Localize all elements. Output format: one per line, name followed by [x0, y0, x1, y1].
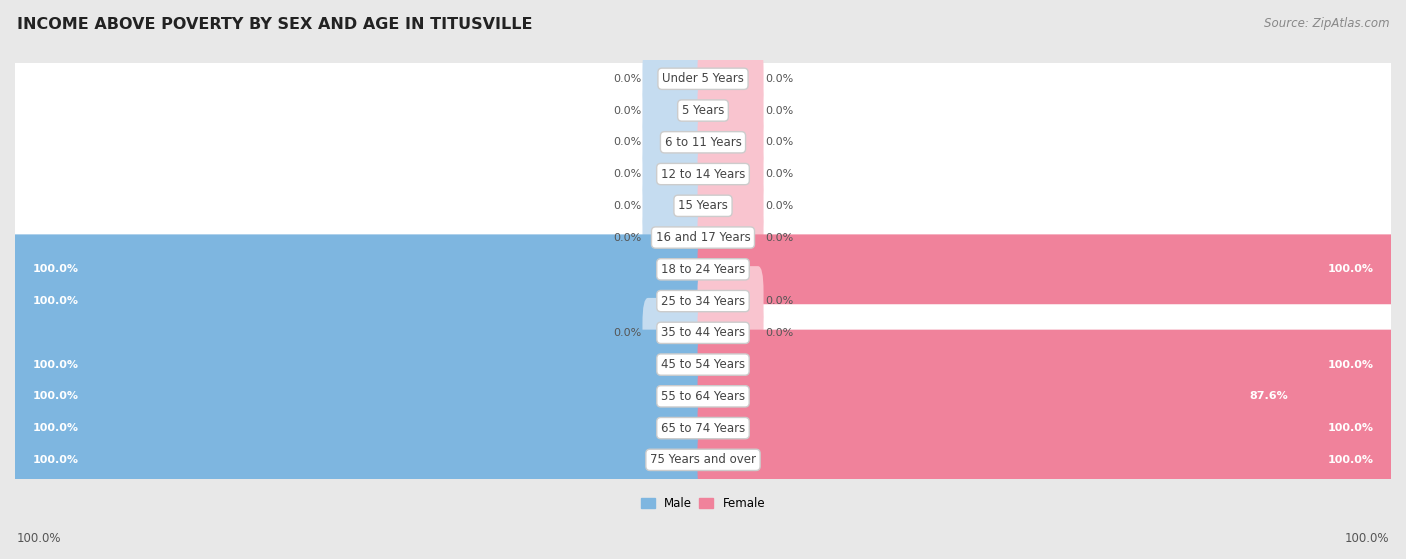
FancyBboxPatch shape: [643, 75, 709, 145]
Text: 45 to 54 Years: 45 to 54 Years: [661, 358, 745, 371]
FancyBboxPatch shape: [643, 171, 709, 241]
Text: 87.6%: 87.6%: [1250, 391, 1288, 401]
FancyBboxPatch shape: [697, 234, 1396, 304]
Text: 0.0%: 0.0%: [613, 328, 641, 338]
FancyBboxPatch shape: [643, 44, 709, 113]
Text: 15 Years: 15 Years: [678, 200, 728, 212]
Text: 100.0%: 100.0%: [1327, 359, 1374, 369]
Text: INCOME ABOVE POVERTY BY SEX AND AGE IN TITUSVILLE: INCOME ABOVE POVERTY BY SEX AND AGE IN T…: [17, 17, 533, 32]
FancyBboxPatch shape: [643, 107, 709, 177]
FancyBboxPatch shape: [697, 107, 763, 177]
Text: 0.0%: 0.0%: [765, 328, 793, 338]
Text: 0.0%: 0.0%: [765, 296, 793, 306]
Text: 100.0%: 100.0%: [1327, 264, 1374, 274]
Text: 5 Years: 5 Years: [682, 104, 724, 117]
FancyBboxPatch shape: [10, 330, 709, 400]
Bar: [15, 158, 1391, 190]
FancyBboxPatch shape: [697, 425, 1396, 495]
FancyBboxPatch shape: [697, 362, 1312, 432]
FancyBboxPatch shape: [697, 171, 763, 241]
FancyBboxPatch shape: [697, 393, 1396, 463]
Text: 0.0%: 0.0%: [765, 233, 793, 243]
Text: 0.0%: 0.0%: [613, 138, 641, 147]
Bar: [15, 317, 1391, 349]
Bar: [15, 412, 1391, 444]
Text: 100.0%: 100.0%: [32, 391, 79, 401]
Text: 100.0%: 100.0%: [32, 264, 79, 274]
FancyBboxPatch shape: [697, 139, 763, 209]
Bar: [15, 444, 1391, 476]
FancyBboxPatch shape: [643, 298, 709, 368]
Text: 100.0%: 100.0%: [32, 423, 79, 433]
Text: 100.0%: 100.0%: [32, 296, 79, 306]
Text: 100.0%: 100.0%: [1327, 423, 1374, 433]
Text: 65 to 74 Years: 65 to 74 Years: [661, 421, 745, 434]
Text: 0.0%: 0.0%: [613, 201, 641, 211]
Text: 12 to 14 Years: 12 to 14 Years: [661, 168, 745, 181]
Text: 16 and 17 Years: 16 and 17 Years: [655, 231, 751, 244]
Legend: Male, Female: Male, Female: [636, 492, 770, 515]
Text: 0.0%: 0.0%: [765, 106, 793, 116]
Text: 100.0%: 100.0%: [32, 359, 79, 369]
Text: 6 to 11 Years: 6 to 11 Years: [665, 136, 741, 149]
Bar: [15, 285, 1391, 317]
Text: 100.0%: 100.0%: [17, 532, 62, 545]
Text: 0.0%: 0.0%: [613, 106, 641, 116]
Text: Source: ZipAtlas.com: Source: ZipAtlas.com: [1264, 17, 1389, 30]
FancyBboxPatch shape: [697, 298, 763, 368]
FancyBboxPatch shape: [10, 362, 709, 432]
Text: 100.0%: 100.0%: [1344, 532, 1389, 545]
FancyBboxPatch shape: [697, 202, 763, 272]
FancyBboxPatch shape: [10, 266, 709, 336]
Text: 100.0%: 100.0%: [1327, 455, 1374, 465]
Text: 0.0%: 0.0%: [765, 74, 793, 84]
FancyBboxPatch shape: [697, 44, 763, 113]
Text: 18 to 24 Years: 18 to 24 Years: [661, 263, 745, 276]
Text: 0.0%: 0.0%: [613, 169, 641, 179]
FancyBboxPatch shape: [697, 75, 763, 145]
Bar: [15, 253, 1391, 285]
Bar: [15, 222, 1391, 253]
Text: Under 5 Years: Under 5 Years: [662, 72, 744, 86]
FancyBboxPatch shape: [10, 393, 709, 463]
Text: 0.0%: 0.0%: [765, 169, 793, 179]
Text: 0.0%: 0.0%: [765, 138, 793, 147]
FancyBboxPatch shape: [697, 266, 763, 336]
Text: 100.0%: 100.0%: [32, 455, 79, 465]
FancyBboxPatch shape: [697, 330, 1396, 400]
Text: 0.0%: 0.0%: [613, 74, 641, 84]
Bar: [15, 349, 1391, 381]
FancyBboxPatch shape: [10, 234, 709, 304]
Text: 55 to 64 Years: 55 to 64 Years: [661, 390, 745, 403]
Bar: [15, 381, 1391, 412]
FancyBboxPatch shape: [643, 202, 709, 272]
Text: 0.0%: 0.0%: [765, 201, 793, 211]
Text: 0.0%: 0.0%: [613, 233, 641, 243]
Bar: [15, 190, 1391, 222]
Text: 75 Years and over: 75 Years and over: [650, 453, 756, 466]
Bar: [15, 126, 1391, 158]
FancyBboxPatch shape: [10, 425, 709, 495]
FancyBboxPatch shape: [643, 139, 709, 209]
Bar: [15, 63, 1391, 94]
Text: 35 to 44 Years: 35 to 44 Years: [661, 326, 745, 339]
Text: 25 to 34 Years: 25 to 34 Years: [661, 295, 745, 307]
Bar: [15, 94, 1391, 126]
